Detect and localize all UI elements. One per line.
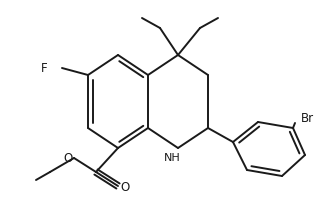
Text: F: F (41, 61, 48, 75)
Text: O: O (64, 151, 73, 165)
Text: NH: NH (164, 153, 180, 163)
Text: O: O (120, 180, 129, 194)
Text: Br: Br (301, 111, 314, 125)
